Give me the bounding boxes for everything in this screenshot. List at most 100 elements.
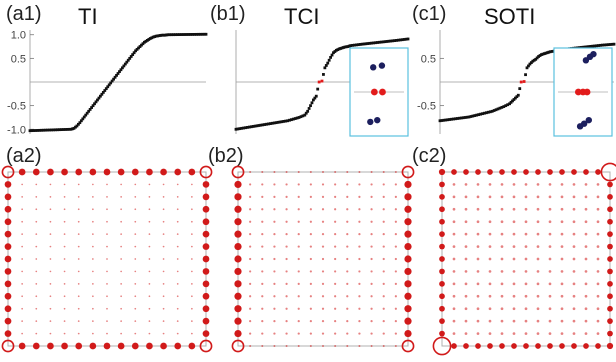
density-dot <box>451 343 457 349</box>
density-dot <box>476 183 480 186</box>
density-dot <box>370 195 373 198</box>
density-dot <box>370 282 373 285</box>
density-dot <box>358 295 361 298</box>
density-dot <box>162 208 165 211</box>
density-dot <box>202 193 210 201</box>
density-dot <box>309 270 312 273</box>
density-dot <box>49 233 52 235</box>
eigenvalue-point <box>40 128 44 132</box>
spectrum-plot-tci <box>234 30 410 137</box>
density-dot <box>439 256 445 262</box>
density-dot <box>202 317 210 325</box>
density-dot <box>548 195 552 199</box>
density-dot <box>464 195 468 199</box>
eigenvalue-point <box>459 116 463 120</box>
density-dot <box>334 245 337 248</box>
density-dot <box>120 332 122 335</box>
density-dot <box>394 195 397 198</box>
density-dot <box>512 207 516 211</box>
density-dot <box>547 169 553 175</box>
zero-mode-point <box>519 80 523 84</box>
eigenvalue-point <box>326 61 330 65</box>
density-dot <box>334 282 337 285</box>
density-dot <box>188 168 196 176</box>
density-dot <box>548 207 552 211</box>
density-dot <box>4 255 12 263</box>
density-dot <box>120 183 122 186</box>
density-dot <box>488 195 492 199</box>
density-dot <box>309 220 312 223</box>
density-dot <box>120 245 122 248</box>
density-dot <box>92 220 94 223</box>
density-dot <box>500 270 504 273</box>
eigenvalue-point <box>34 129 38 132</box>
density-dot <box>273 208 276 211</box>
density-dot <box>131 168 139 176</box>
density-dot <box>512 245 516 248</box>
density-dot <box>261 307 264 310</box>
density-dot <box>92 283 94 285</box>
density-dot <box>488 332 492 335</box>
density-dot <box>106 208 108 211</box>
eigenvalue-point <box>485 111 488 115</box>
density-dot <box>273 183 276 186</box>
eigenvalue-point <box>113 75 117 79</box>
density-dot <box>321 332 325 335</box>
density-dot <box>358 307 361 310</box>
density-dot <box>559 169 565 175</box>
panel-label-c2: (c2) <box>412 145 446 167</box>
density-dot <box>309 345 312 347</box>
corner-state-marker <box>231 165 245 179</box>
density-dot <box>21 295 23 298</box>
density-dot <box>464 257 468 261</box>
density-dot <box>134 307 137 310</box>
density-dot <box>176 258 179 260</box>
eigenvalue-point <box>548 50 552 54</box>
density-dot <box>334 208 337 211</box>
density-dot <box>512 270 516 273</box>
density-dot <box>162 196 165 198</box>
density-dot <box>4 205 12 213</box>
density-dot <box>334 307 337 310</box>
density-dot <box>261 257 264 261</box>
density-dot <box>103 168 111 176</box>
density-dot <box>273 195 276 198</box>
eigenvalue-point <box>327 58 331 62</box>
density-dot <box>382 220 385 223</box>
density-dot <box>487 169 493 175</box>
eigenvalue-point <box>444 118 448 122</box>
density-dot <box>285 270 288 273</box>
density-dot <box>370 233 373 236</box>
density-dot <box>309 233 312 236</box>
density-dot <box>382 282 385 285</box>
panel-label-a1: (a1) <box>6 3 42 25</box>
density-dot <box>607 181 613 188</box>
density-dot <box>234 280 242 288</box>
eigenvalue-point <box>465 115 469 119</box>
density-dot <box>134 270 137 273</box>
density-dot <box>77 307 80 310</box>
density-dot <box>249 332 252 335</box>
density-dot <box>584 220 588 224</box>
density-dot <box>120 258 122 260</box>
eigenvalue-point <box>110 79 114 83</box>
density-dot <box>176 270 179 273</box>
density-dot <box>148 307 151 310</box>
density-dot <box>358 345 361 347</box>
density-dot <box>404 218 412 226</box>
density-dot <box>572 319 576 323</box>
density-dot <box>346 282 349 285</box>
density-dot <box>4 268 12 275</box>
eigenvalue-point <box>467 115 471 119</box>
density-dot <box>148 332 151 335</box>
eigenvalue-point <box>69 127 73 131</box>
density-dot <box>584 332 588 335</box>
density-dot <box>346 208 349 211</box>
density-dot <box>176 196 179 198</box>
eigenvalue-point <box>261 123 265 127</box>
density-dot <box>162 295 165 298</box>
eigenvalue-point <box>166 33 170 37</box>
density-dot <box>583 343 589 349</box>
eigenvalue-point <box>295 116 299 120</box>
density-dot <box>370 295 373 298</box>
